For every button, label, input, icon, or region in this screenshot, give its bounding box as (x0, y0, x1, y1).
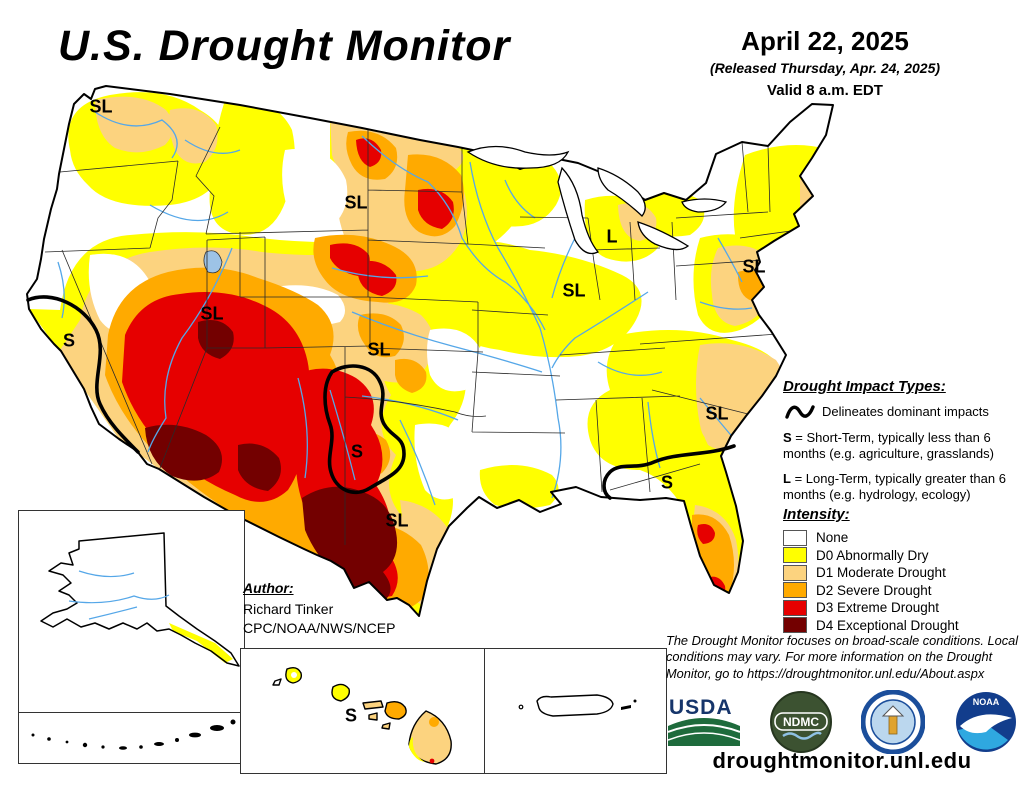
conus-coastline (26, 85, 834, 617)
alaska-d0-blob (169, 623, 233, 663)
big-island (408, 710, 452, 765)
short-term-definition: S = Short-Term, typically less than 6 mo… (783, 430, 1023, 462)
culebra (633, 699, 637, 703)
drought-none-holes (88, 148, 482, 500)
commerce-logo (861, 690, 926, 754)
oahu (331, 683, 351, 702)
intensity-swatch (783, 564, 807, 581)
vieques (621, 705, 631, 710)
alaska-rivers (68, 570, 170, 620)
big-island-d3 (429, 758, 435, 764)
intensity-label: D1 Moderate Drought (816, 565, 946, 581)
lanai (368, 712, 378, 721)
hawaii-map (272, 666, 452, 765)
aleutians-inset (18, 712, 245, 764)
rivers (57, 111, 753, 506)
long-term-definition: L = Long-Term, typically greater than 6 … (783, 471, 1023, 503)
noaa-logo: NOAA (955, 692, 1016, 752)
long-term-label: L (783, 471, 791, 487)
intensity-label: D0 Abnormally Dry (816, 547, 929, 563)
alaska-outline (40, 532, 240, 667)
logo-row: USDA NDMC NOAA (668, 690, 1018, 754)
valid-time: Valid 8 a.m. EDT (767, 82, 883, 99)
mona-island (518, 704, 524, 710)
usda-logo-text: USDA (669, 696, 733, 719)
intensity-legend: Intensity: None D0 Abnormally Dry D1 Moder… (783, 506, 1023, 634)
intensity-swatch (783, 529, 807, 546)
usda-swoosh (668, 718, 740, 746)
intensity-label: D4 Exceptional Drought (816, 617, 959, 633)
great-salt-lake (203, 250, 223, 274)
intensity-label: D3 Extreme Drought (816, 600, 940, 616)
kauai-center (291, 672, 297, 678)
ndmc-logo-text: NDMC (783, 715, 819, 729)
delineation-squiggle-icon (785, 405, 815, 419)
intensity-legend-item: D2 Severe Drought (783, 582, 1023, 600)
intensity-swatch (783, 582, 807, 599)
intensity-swatch (783, 599, 807, 616)
puerto-rico-outline (536, 694, 614, 717)
intensity-legend-item: D1 Moderate Drought (783, 564, 1023, 582)
ndmc-logo: NDMC (769, 691, 832, 753)
intensity-legend-heading: Intensity: (783, 506, 850, 523)
hawaii-inset (240, 648, 486, 774)
author-block: Author: Richard Tinker CPC/NOAA/NWS/NCEP (243, 579, 395, 638)
puerto-rico-inset (484, 648, 667, 774)
intensity-swatch (783, 547, 807, 564)
aleutians-map (31, 719, 236, 750)
big-island-d2 (429, 717, 439, 727)
short-term-text: = Short-Term, typically less than 6 mont… (783, 430, 994, 462)
impact-legend: Drought Impact Types: Delineates dominan… (783, 378, 1023, 512)
intensity-label: None (816, 530, 849, 546)
intensity-legend-item: D0 Abnormally Dry (783, 547, 1023, 565)
alaska-map (40, 532, 240, 667)
alaska-inset (18, 510, 245, 714)
author-name: Richard Tinker (243, 600, 334, 617)
puerto-rico-map (518, 694, 637, 717)
intensity-legend-item: D4 Exceptional Drought (783, 617, 1023, 635)
great-lakes (466, 145, 728, 255)
disclaimer-text: The Drought Monitor focuses on broad-sca… (666, 633, 1019, 681)
niihau (272, 678, 282, 686)
date-block: April 22, 2025 (Released Thursday, Apr. … (655, 26, 995, 99)
release-date: (Released Thursday, Apr. 24, 2025) (709, 60, 941, 76)
impact-legend-heading: Drought Impact Types: (783, 378, 946, 395)
map-date: April 22, 2025 (741, 26, 909, 56)
delineates-text: Delineates dominant impacts (822, 404, 989, 420)
big-island-d0 (409, 737, 425, 762)
long-term-text: = Long-Term, typically greater than 6 mo… (783, 471, 1006, 502)
kahoolawe (381, 722, 391, 730)
impact-contours (26, 295, 736, 500)
intensity-legend-item: D3 Extreme Drought (783, 599, 1023, 617)
aleutian-islands (31, 719, 236, 750)
author-heading: Author: (243, 580, 294, 596)
drought-layer-d4 (145, 319, 398, 603)
author-org: CPC/NOAA/NWS/NCEP (243, 619, 396, 636)
intensity-legend-items: None D0 Abnormally Dry D1 Moderate Drought… (783, 529, 1023, 634)
intensity-label: D2 Severe Drought (816, 582, 932, 598)
maui (384, 700, 407, 720)
usda-logo: USDA (668, 696, 740, 748)
state-boundaries (44, 126, 799, 545)
short-term-label: S (783, 430, 792, 446)
noaa-logo-text: NOAA (973, 697, 1000, 707)
footer-url: droughtmonitor.unl.edu (712, 748, 972, 773)
molokai (362, 700, 384, 710)
intensity-swatch (783, 617, 807, 634)
intensity-legend-item: None (783, 529, 1023, 547)
page-title: U.S. Drought Monitor (58, 22, 511, 70)
